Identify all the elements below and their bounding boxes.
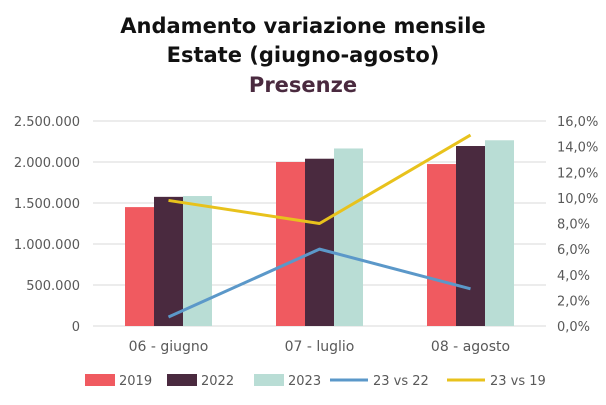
legend-label: 2019	[119, 374, 152, 389]
y-right-tick-label: 4,0%	[557, 269, 590, 284]
line-23-vs-22	[167, 247, 471, 319]
bar-2023	[183, 196, 212, 326]
y-right-tick-label: 14,0%	[557, 141, 598, 156]
y-left-tick-label: 1.500.000	[14, 197, 80, 212]
y-right-tick-label: 2,0%	[557, 294, 590, 309]
legend-label: 23 vs 19	[490, 374, 546, 389]
legend-swatch	[167, 374, 197, 386]
y-left-tick-label: 1.000.000	[14, 238, 80, 253]
y-right-tick-label: 10,0%	[557, 192, 598, 207]
y-right-tick-label: 16,0%	[557, 115, 598, 130]
y-left-tick-label: 500.000	[26, 279, 80, 294]
y-left-tick-label: 2.000.000	[14, 156, 80, 171]
chart-title: Andamento variazione mensile	[120, 14, 486, 38]
chart-metric-title: Presenze	[248, 73, 358, 97]
chart-subtitle: Estate (giugno-agosto)	[166, 43, 440, 67]
chart-title-block: Andamento variazione mensile Estate (giu…	[0, 12, 606, 100]
bar-2022	[154, 196, 183, 326]
line-23-vs-19	[168, 133, 472, 225]
legend-swatch	[85, 374, 115, 386]
y-right-tick-label: 8,0%	[557, 218, 590, 233]
legend-swatch	[254, 374, 284, 386]
x-tick-label: 08 - agosto	[431, 339, 510, 355]
y-right-tick-label: 0,0%	[557, 320, 590, 335]
bar-2022	[456, 146, 485, 326]
y-right-tick-label: 6,0%	[557, 243, 590, 258]
legend-label: 2023	[288, 374, 321, 389]
y-left-tick-label: 0	[72, 320, 80, 335]
x-tick-label: 06 - giugno	[129, 339, 209, 355]
legend-label: 23 vs 22	[373, 374, 429, 389]
bar-2019	[276, 162, 305, 326]
bar-2019	[125, 207, 154, 326]
bar-2023	[485, 140, 514, 326]
legend-label: 2022	[201, 374, 234, 389]
bar-2023	[334, 148, 363, 326]
y-right-tick-label: 12,0%	[557, 166, 598, 181]
x-tick-label: 07 - luglio	[285, 339, 355, 355]
bar-2019	[427, 164, 456, 326]
bar-2022	[305, 158, 334, 326]
y-left-tick-label: 2.500.000	[14, 115, 80, 130]
